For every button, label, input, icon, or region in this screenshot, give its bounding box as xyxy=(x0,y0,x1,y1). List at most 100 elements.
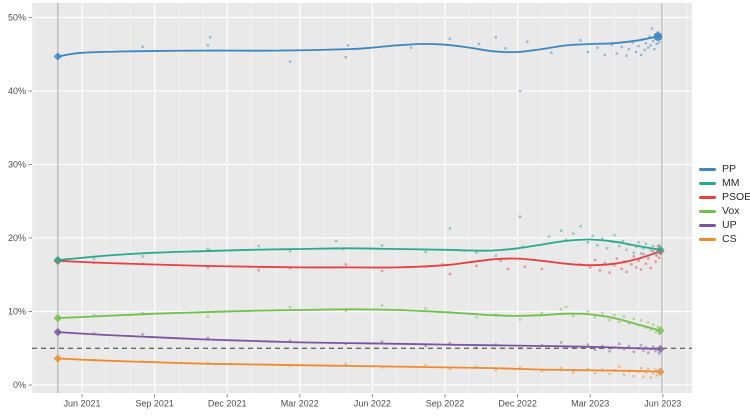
poll-point-up xyxy=(593,348,597,351)
series-mm xyxy=(53,225,665,265)
poll-point-vox xyxy=(639,319,643,322)
election-result-marker-mm xyxy=(53,255,62,265)
x-tick-label: Mar 2022 xyxy=(281,399,319,409)
trend-line-mm xyxy=(57,238,661,261)
legend-item-pp[interactable]: PP xyxy=(699,162,750,176)
poll-point-pp xyxy=(409,46,413,49)
poll-point-psoe xyxy=(603,261,606,265)
poll-point-pp xyxy=(141,45,144,49)
poll-point-mm xyxy=(424,250,427,254)
poll-point-psoe xyxy=(441,263,444,266)
poll-point-mm xyxy=(334,239,338,243)
poll-point-up xyxy=(627,344,631,348)
poll-point-cs xyxy=(344,362,347,365)
legend-label-up: UP xyxy=(722,219,737,231)
legend-label-mm: MM xyxy=(722,177,740,189)
poll-point-mm xyxy=(596,244,599,247)
poll-point-mm xyxy=(632,251,635,254)
poll-point-up xyxy=(424,344,427,348)
poll-point-psoe xyxy=(620,267,623,271)
poll-point-vox xyxy=(559,308,563,311)
poll-point-cs xyxy=(651,372,655,375)
poll-point-pp xyxy=(656,31,660,34)
poll-point-psoe xyxy=(518,215,522,218)
poll-point-psoe xyxy=(632,255,635,258)
poll-point-psoe xyxy=(206,266,210,269)
poll-point-vox xyxy=(651,323,655,326)
poll-point-mm xyxy=(564,238,568,241)
poll-point-mm xyxy=(657,244,661,247)
x-tick-label: Jun 2023 xyxy=(644,399,681,409)
poll-point-psoe xyxy=(344,263,347,266)
poll-point-cs xyxy=(494,369,498,372)
poll-point-cs xyxy=(655,374,658,377)
trend-line-cs xyxy=(57,357,661,373)
poll-point-psoe xyxy=(639,268,643,271)
poll-point-cs xyxy=(654,368,657,371)
legend-item-vox[interactable]: Vox xyxy=(699,204,750,218)
poll-point-cs xyxy=(380,366,384,369)
poll-point-vox xyxy=(518,318,522,321)
poll-point-cs xyxy=(518,366,522,369)
poll-point-up xyxy=(518,347,522,350)
poll-point-mm xyxy=(92,257,96,260)
election-result-marker-vox xyxy=(656,326,665,335)
poll-point-pp xyxy=(206,44,210,47)
election-result-marker-pp xyxy=(653,32,663,41)
poll-point-cs xyxy=(649,376,652,379)
poll-point-mm xyxy=(625,248,628,251)
poll-point-cs xyxy=(622,373,626,376)
legend-item-psoe[interactable]: PSOE xyxy=(699,190,750,204)
poll-point-mm xyxy=(288,250,292,253)
poll-point-cs xyxy=(586,367,589,371)
poll-point-pp xyxy=(347,44,350,47)
poll-point-pp xyxy=(526,40,529,43)
poll-point-cs xyxy=(448,367,452,371)
poll-point-cs xyxy=(593,372,597,375)
poll-point-mm xyxy=(654,252,657,256)
legend-item-up[interactable]: UP xyxy=(699,218,750,232)
poll-point-vox xyxy=(593,316,597,319)
poll-point-vox xyxy=(288,305,292,309)
legend-item-cs[interactable]: CS xyxy=(699,232,750,246)
poll-point-psoe xyxy=(380,269,384,273)
poll-point-mm xyxy=(639,252,643,255)
series-cs xyxy=(53,354,665,379)
poll-point-up xyxy=(647,351,650,354)
poll-point-vox xyxy=(649,328,652,332)
poll-point-mm xyxy=(634,245,638,249)
poll-point-up xyxy=(559,341,563,344)
poll-point-pp xyxy=(603,53,606,57)
series-vox xyxy=(53,304,665,335)
poll-point-vox xyxy=(618,320,621,323)
x-tick-label: Sep 2022 xyxy=(426,399,465,409)
poll-point-pp xyxy=(651,39,655,43)
poll-point-up xyxy=(475,346,478,349)
poll-point-cs xyxy=(647,367,650,371)
poll-point-pp xyxy=(288,60,292,63)
poll-point-psoe xyxy=(625,270,628,274)
series-psoe xyxy=(53,215,665,276)
legend-item-mm[interactable]: MM xyxy=(699,176,750,190)
poll-point-up xyxy=(586,343,589,346)
poll-point-mm xyxy=(380,244,384,247)
poll-point-pp xyxy=(620,45,623,49)
poll-point-up xyxy=(288,339,292,343)
poll-point-vox xyxy=(647,321,650,324)
poll-point-cs xyxy=(632,374,635,378)
poll-point-up xyxy=(654,349,657,353)
trend-line-vox xyxy=(57,308,661,332)
poll-point-mm xyxy=(141,255,144,258)
poll-point-psoe xyxy=(644,262,648,265)
poll-point-cs xyxy=(475,365,478,368)
poll-point-mm xyxy=(644,242,648,246)
mm-line-swatch-icon xyxy=(699,181,716,185)
poll-point-pp xyxy=(657,41,661,44)
trend-line-up xyxy=(57,331,661,350)
trend-line-psoe xyxy=(57,250,661,269)
poll-point-mm xyxy=(601,237,604,240)
poll-point-vox xyxy=(380,304,384,307)
poll-point-mm xyxy=(547,235,551,238)
poll-point-cs xyxy=(559,366,563,370)
